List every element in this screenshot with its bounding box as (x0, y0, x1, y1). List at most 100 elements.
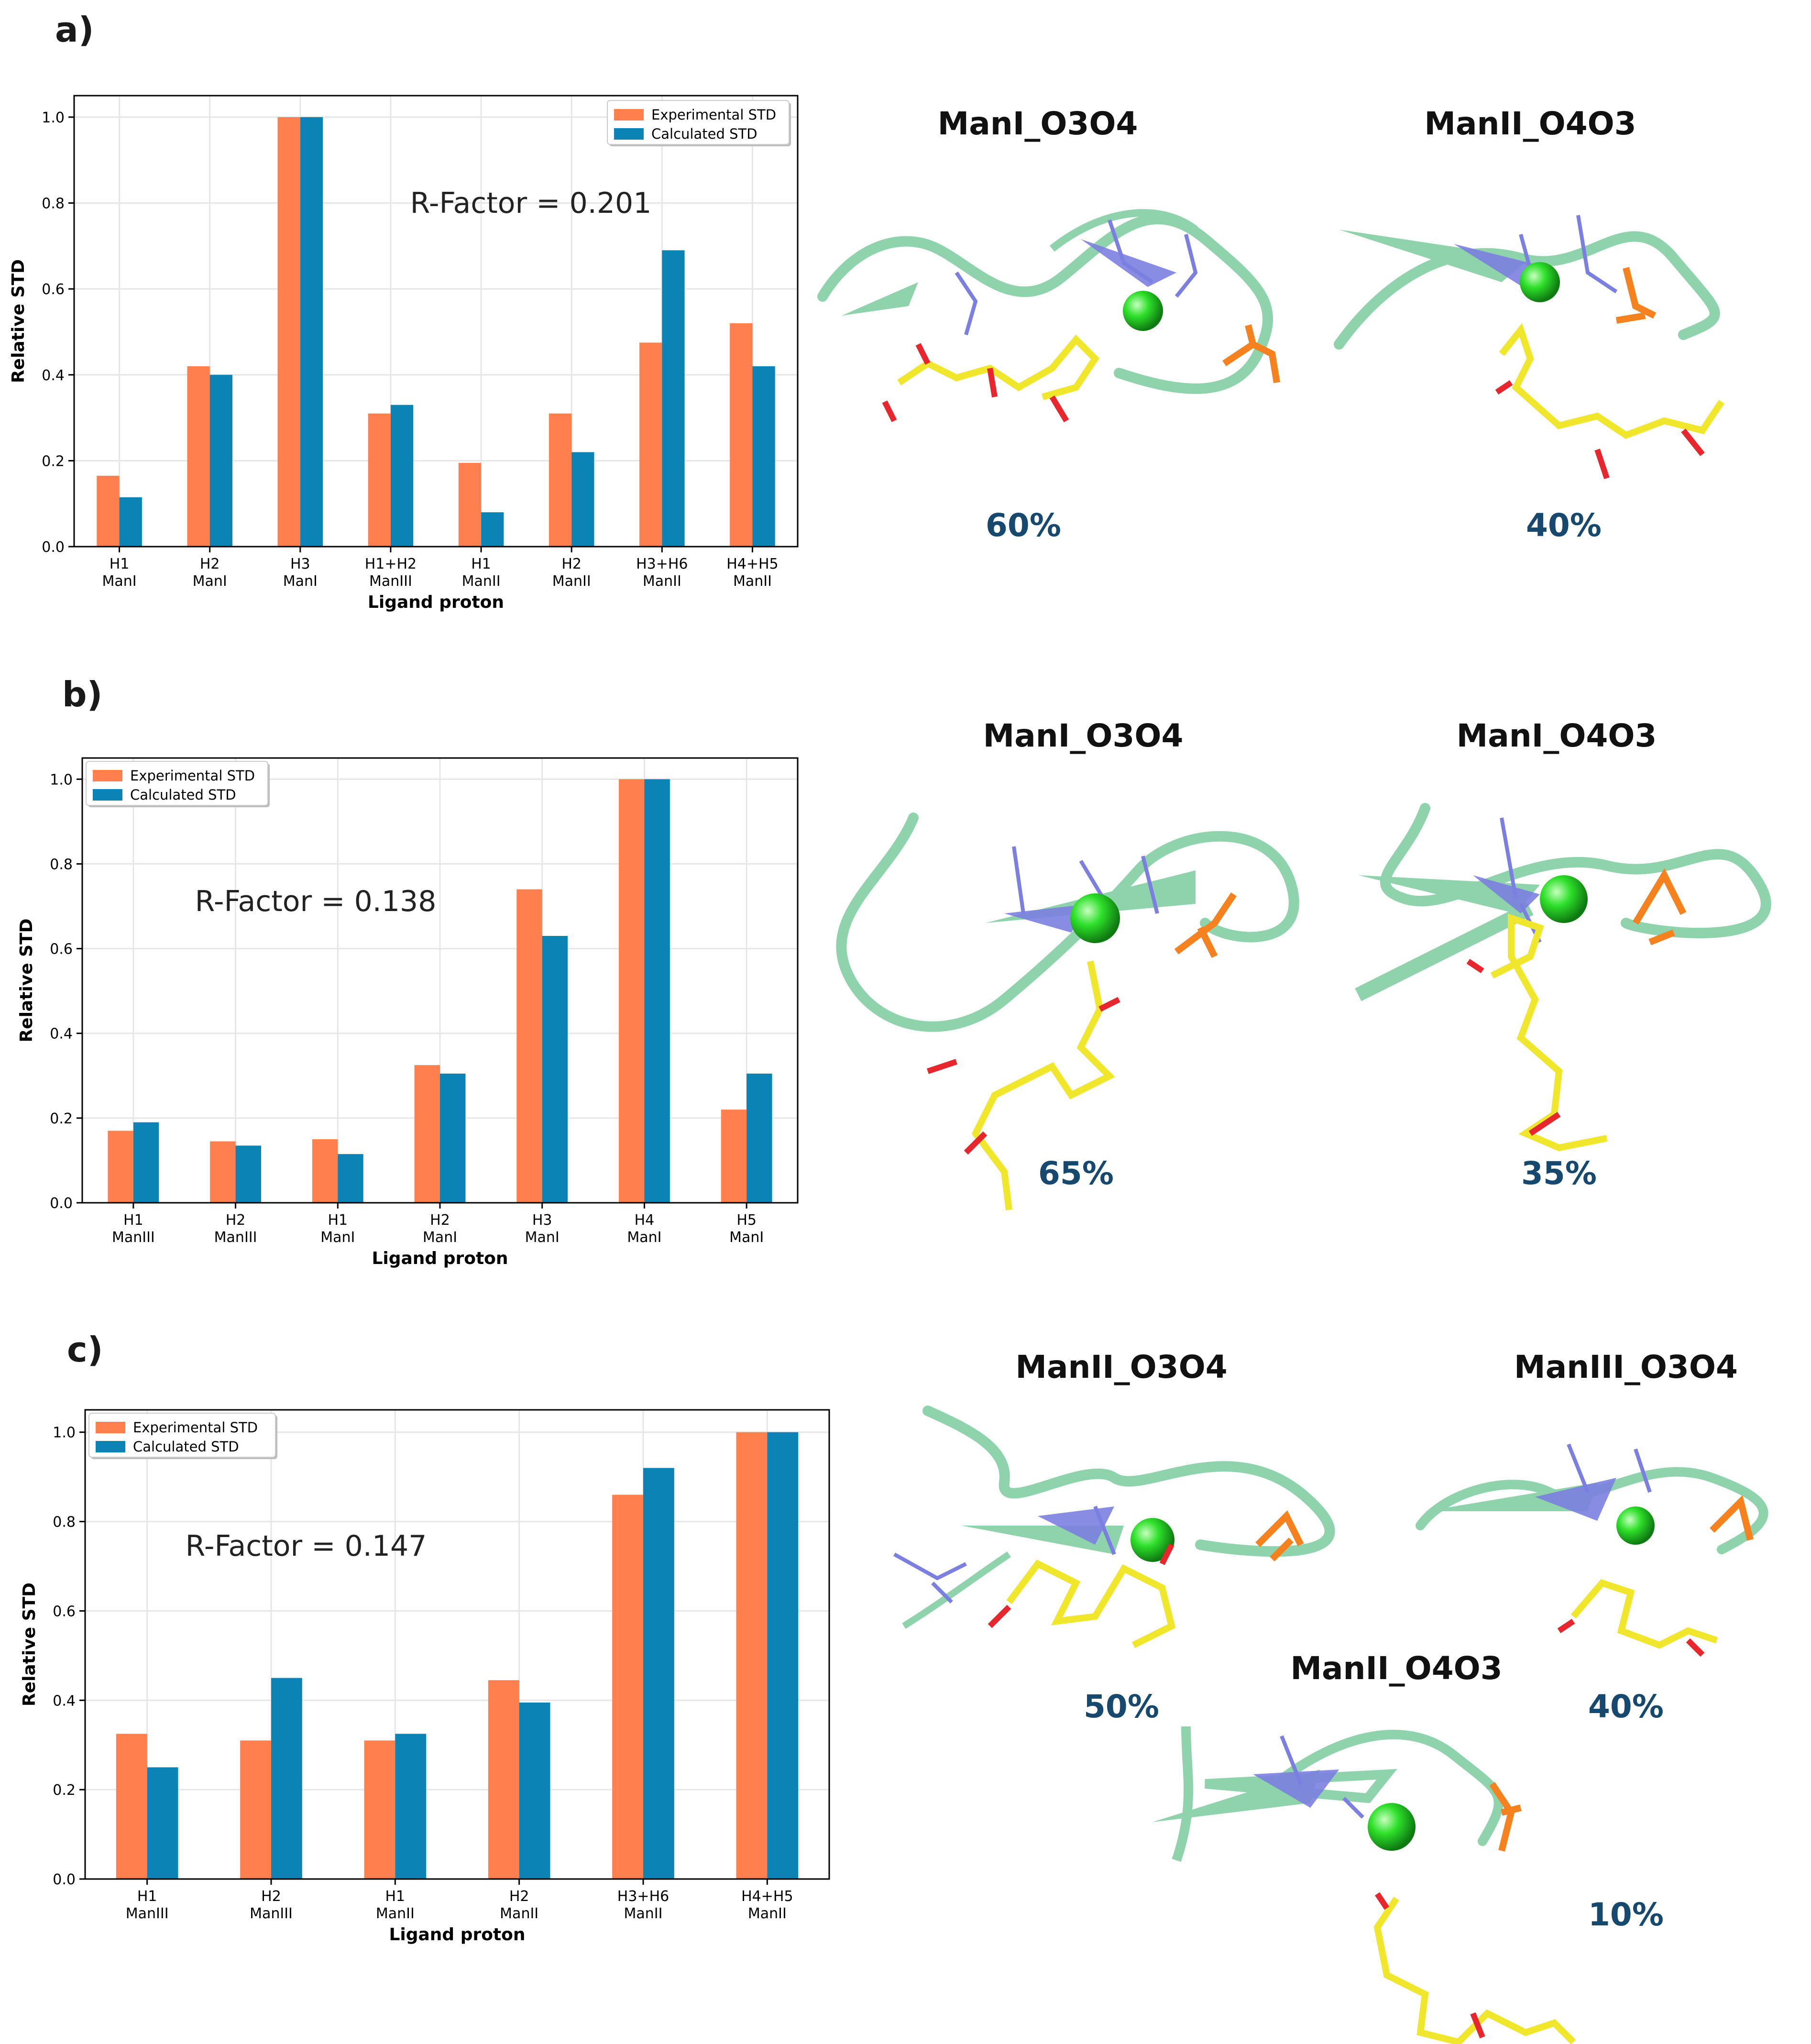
y-tick-label: 0.8 (42, 196, 65, 212)
experimental-bar (364, 1740, 395, 1879)
structure-b2 (1355, 803, 1771, 1152)
x-tick-label: H2 (200, 556, 220, 572)
legend-box (88, 1413, 276, 1458)
y-tick-label: 0.6 (53, 1603, 76, 1620)
x-tick-label: ManI (102, 573, 136, 590)
x-tick-label: H1 (123, 1212, 143, 1229)
experimental-bar (458, 462, 482, 547)
plot-frame (81, 757, 799, 1204)
y-tick-label: 0.0 (53, 1871, 76, 1888)
y-axis-label: Relative STD (17, 918, 36, 1042)
x-tick-label: ManII (624, 1905, 663, 1922)
structure-title-b1: ManI_O3O4 (983, 717, 1184, 754)
y-tick-label: 0.6 (42, 281, 65, 298)
y-axis-label: Relative STD (20, 1582, 39, 1706)
y-tick-label: 0.4 (42, 367, 65, 384)
legend-label: Calculated STD (133, 1439, 239, 1455)
experimental-bar (240, 1740, 271, 1879)
experimental-bar (516, 889, 542, 1203)
x-tick-label: H1 (328, 1212, 348, 1229)
calculated-bar (300, 117, 323, 547)
structure-title-c3: ManII_O4O3 (1290, 1650, 1503, 1687)
legend-swatch (93, 770, 122, 781)
x-tick-label: H5 (736, 1212, 757, 1229)
x-tick-label: H1+H2 (365, 556, 417, 572)
legend-label: Calculated STD (651, 126, 757, 142)
calculated-bar (338, 1154, 363, 1203)
y-tick-label: 0.2 (42, 453, 65, 470)
calculated-bar (542, 936, 568, 1203)
y-tick-label: 0.4 (53, 1692, 76, 1709)
x-tick-label: ManII (733, 573, 772, 590)
calculated-bar (746, 1073, 772, 1203)
legend-swatch (93, 789, 122, 801)
legend-label: Experimental STD (651, 107, 776, 123)
x-tick-label: ManI (729, 1229, 764, 1246)
r-factor-annotation: R-Factor = 0.147 (186, 1529, 427, 1563)
legend-swatch (614, 128, 644, 140)
y-tick-label: 0.0 (42, 539, 65, 556)
y-tick-label: 0.2 (50, 1110, 73, 1127)
y-tick-label: 1.0 (42, 110, 65, 126)
x-axis-label: Ligand proton (372, 1249, 508, 1268)
plot-frame (84, 1409, 830, 1880)
structure-title-a1: ManI_O3O4 (937, 105, 1138, 142)
calculated-bar (644, 779, 670, 1203)
calculated-bar (752, 366, 775, 547)
calculated-bar (209, 374, 232, 547)
experimental-bar (210, 1141, 236, 1203)
calculated-bar (519, 1702, 550, 1879)
experimental-bar (721, 1110, 747, 1203)
calculated-bar (643, 1468, 674, 1879)
structure-c2 (1416, 1443, 1768, 1657)
calculated-bar (133, 1122, 159, 1203)
r-factor-annotation: R-Factor = 0.201 (410, 187, 652, 220)
panel-c-label: c) (67, 1330, 103, 1370)
r-factor-annotation: R-Factor = 0.138 (195, 885, 437, 918)
experimental-bar (116, 1734, 147, 1879)
experimental-bar (736, 1432, 768, 1879)
calculated-bar (481, 512, 504, 547)
x-tick-label: H1 (385, 1888, 406, 1905)
plot-frame (73, 95, 799, 548)
x-tick-label: H3 (290, 556, 310, 572)
structure-c3 (1152, 1726, 1576, 2044)
calculated-bar (767, 1432, 799, 1879)
legend-box (607, 100, 790, 145)
calculated-bar (390, 405, 414, 547)
calculated-bar (119, 497, 142, 547)
percent-b2: 35% (1521, 1155, 1597, 1192)
y-tick-label: 1.0 (53, 1425, 76, 1441)
experimental-bar (187, 366, 210, 547)
structure-c1 (893, 1406, 1335, 1648)
x-tick-label: H2 (226, 1212, 246, 1229)
x-tick-label: H4+H5 (726, 556, 778, 572)
structure-title-c2: ManIII_O3O4 (1514, 1349, 1738, 1385)
x-axis-label: Ligand proton (389, 1925, 525, 1945)
structure-title-b2: ManI_O4O3 (1456, 717, 1657, 754)
experimental-bar (368, 413, 391, 547)
y-tick-label: 0.4 (50, 1026, 73, 1043)
experimental-bar (312, 1139, 338, 1203)
experimental-bar (414, 1065, 440, 1203)
x-tick-label: H2 (430, 1212, 450, 1229)
legend-label: Experimental STD (130, 768, 255, 784)
experimental-bar (639, 342, 662, 547)
percent-a2: 40% (1526, 507, 1602, 544)
structure-a1 (817, 209, 1280, 423)
calculated-bar (440, 1073, 466, 1203)
experimental-bar (277, 117, 300, 547)
x-tick-label: ManII (748, 1905, 787, 1922)
x-tick-label: ManII (462, 573, 501, 590)
x-tick-label: H2 (261, 1888, 281, 1905)
y-axis-label: Relative STD (9, 259, 28, 383)
x-tick-label: H4 (635, 1212, 655, 1229)
x-tick-label: H3+H6 (636, 556, 688, 572)
legend-box (86, 761, 268, 806)
calculated-bar (662, 250, 685, 547)
y-tick-label: 0.6 (50, 941, 73, 958)
x-tick-label: ManIII (126, 1905, 169, 1922)
calculated-bar (395, 1734, 427, 1879)
y-tick-label: 1.0 (50, 771, 73, 788)
